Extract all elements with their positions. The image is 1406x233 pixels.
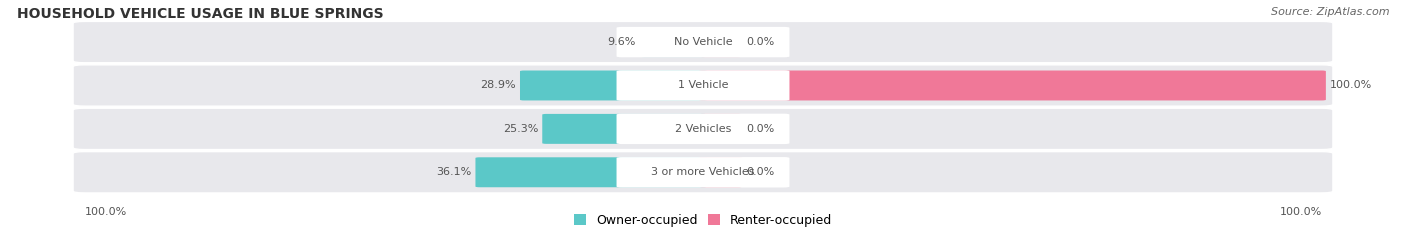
Text: 0.0%: 0.0% xyxy=(747,124,775,134)
Text: 100.0%: 100.0% xyxy=(84,207,127,217)
Text: 0.0%: 0.0% xyxy=(747,37,775,47)
Text: Source: ZipAtlas.com: Source: ZipAtlas.com xyxy=(1271,7,1389,17)
FancyBboxPatch shape xyxy=(699,157,742,187)
FancyBboxPatch shape xyxy=(699,71,1326,100)
FancyBboxPatch shape xyxy=(699,27,742,57)
FancyBboxPatch shape xyxy=(616,114,789,144)
FancyBboxPatch shape xyxy=(616,27,789,57)
Text: 2 Vehicles: 2 Vehicles xyxy=(675,124,731,134)
FancyBboxPatch shape xyxy=(699,114,742,144)
Text: 3 or more Vehicles: 3 or more Vehicles xyxy=(651,167,755,177)
FancyBboxPatch shape xyxy=(640,27,707,57)
FancyBboxPatch shape xyxy=(73,108,1333,150)
FancyBboxPatch shape xyxy=(616,70,789,101)
FancyBboxPatch shape xyxy=(73,21,1333,63)
FancyBboxPatch shape xyxy=(73,65,1333,106)
FancyBboxPatch shape xyxy=(520,71,707,100)
Text: 25.3%: 25.3% xyxy=(503,124,538,134)
Text: 100.0%: 100.0% xyxy=(1279,207,1322,217)
Text: 100.0%: 100.0% xyxy=(1330,80,1372,90)
Text: 9.6%: 9.6% xyxy=(607,37,636,47)
Text: No Vehicle: No Vehicle xyxy=(673,37,733,47)
FancyBboxPatch shape xyxy=(475,157,707,187)
Text: HOUSEHOLD VEHICLE USAGE IN BLUE SPRINGS: HOUSEHOLD VEHICLE USAGE IN BLUE SPRINGS xyxy=(17,7,384,21)
FancyBboxPatch shape xyxy=(73,152,1333,193)
Legend: Owner-occupied, Renter-occupied: Owner-occupied, Renter-occupied xyxy=(574,214,832,227)
Text: 28.9%: 28.9% xyxy=(481,80,516,90)
FancyBboxPatch shape xyxy=(543,114,707,144)
FancyBboxPatch shape xyxy=(616,157,789,188)
Text: 0.0%: 0.0% xyxy=(747,167,775,177)
Text: 36.1%: 36.1% xyxy=(436,167,471,177)
Text: 1 Vehicle: 1 Vehicle xyxy=(678,80,728,90)
